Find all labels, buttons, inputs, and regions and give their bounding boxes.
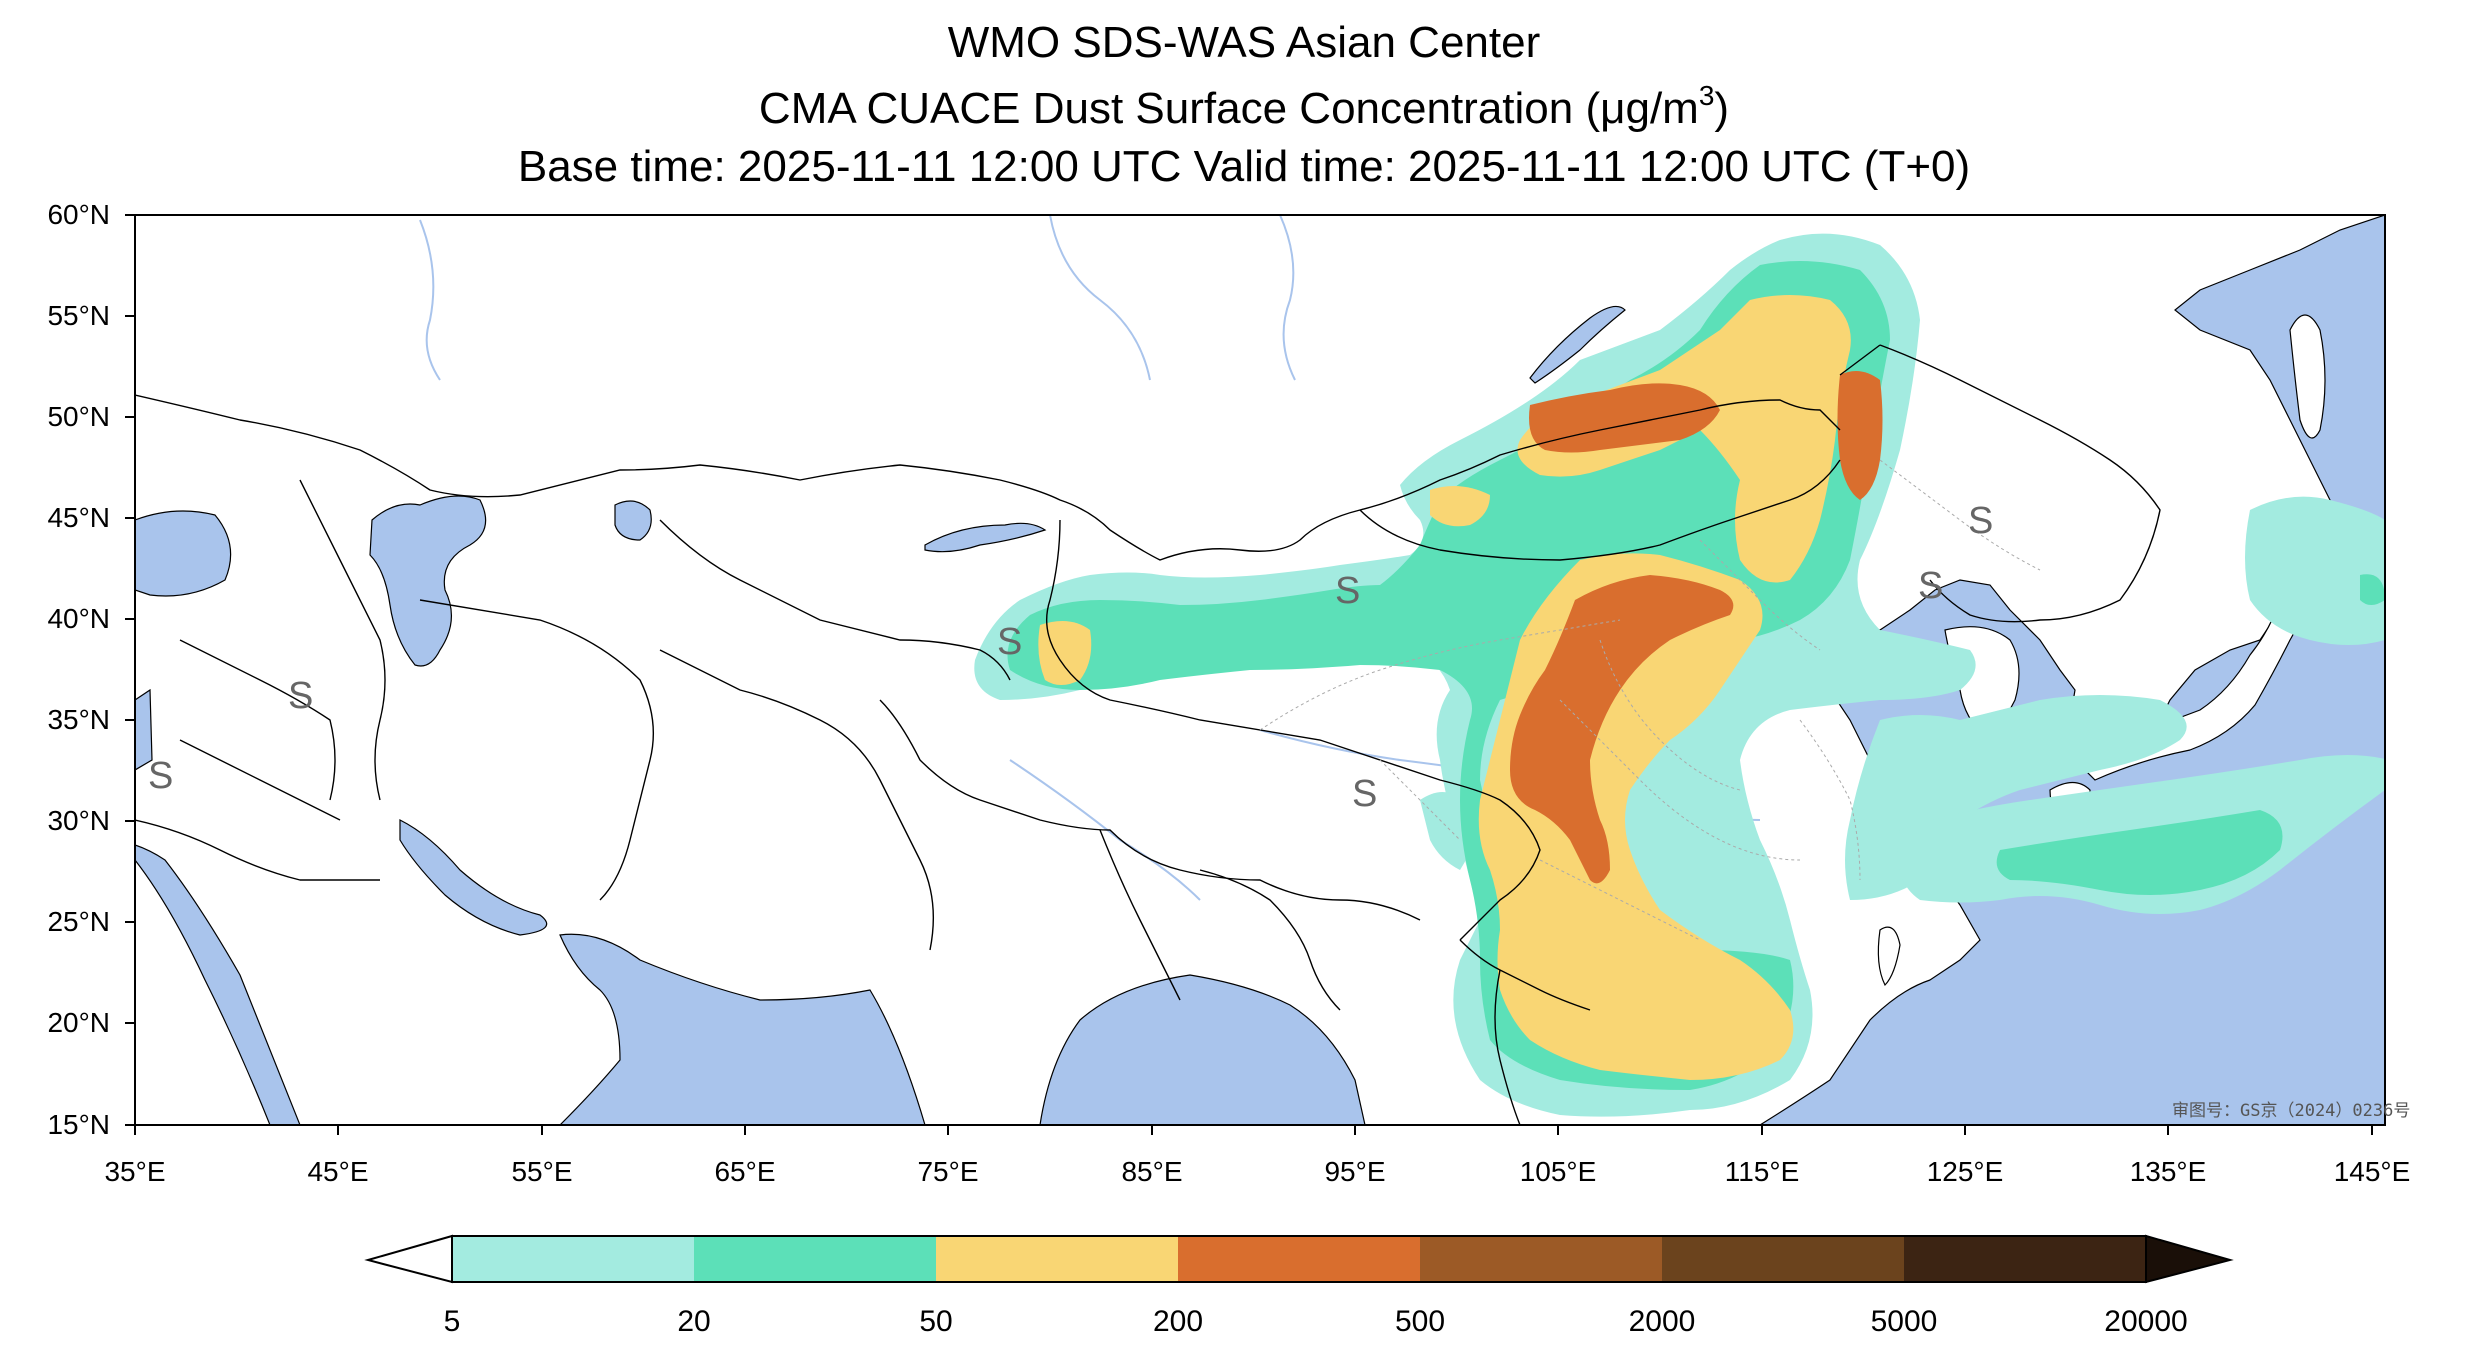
colorbar-band-2 [694,1236,936,1282]
colorbar-band-3 [936,1236,1178,1282]
x-tick-label: 35°E [104,1156,166,1187]
dust-level-20-50 [1007,261,2385,1090]
colorbar-band-5 [1420,1236,1662,1282]
storm-symbol-6: S [1968,500,1993,542]
colorbar-band-6 [1662,1236,1904,1282]
y-tick-label: 15°N [47,1109,110,1140]
storm-symbol-7: S [1918,565,1943,607]
colorbar-label: 200 [1152,1305,1204,1338]
y-tick-label: 25°N [47,906,110,937]
colorbar-band-4 [1178,1236,1420,1282]
unit-mu: μ [1600,84,1626,133]
x-tick-label: 115°E [1724,1156,1800,1187]
axis-ticks [125,214,2373,1135]
colorbar-band-7 [1904,1236,2146,1282]
black-sea [135,510,232,597]
lake-baikal [1529,305,1626,384]
x-tick-label: 45°E [307,1156,369,1187]
mediterranean-edge [135,688,153,771]
storm-symbol-2: S [1335,570,1360,612]
storm-markers: S S S S S S S [148,500,1993,815]
storm-symbol-4: S [288,675,313,717]
colorbar [364,1234,2234,1284]
x-tick-label: 55°E [511,1156,573,1187]
title-line-2-prefix: CMA CUACE Dust Surface Concentration ( [758,84,1601,133]
colorbar-band-1 [452,1236,694,1282]
map-frame [134,214,2386,1126]
lake-balkhash [924,522,1047,553]
map-layers: S S S S S S S [135,215,2385,1125]
colorbar-label: 20 [677,1305,711,1338]
aral-sea [614,500,652,541]
x-tick-label: 65°E [714,1156,776,1187]
map-approval-number: 审图号：GS京（2024）0236号 [2172,1101,2411,1121]
bay-of-bengal [1039,974,1366,1125]
y-tick-label: 35°N [47,704,110,735]
red-sea [135,844,301,1125]
y-tick-label: 45°N [47,502,110,533]
arabian-sea [559,933,926,1125]
y-tick-label: 40°N [47,603,110,634]
x-tick-label: 145°E [2333,1156,2411,1187]
storm-symbol-3: S [1352,773,1377,815]
title-line-3: Base time: 2025-11-11 12:00 UTC Valid ti… [517,142,1971,191]
x-tick-label: 85°E [1121,1156,1183,1187]
x-tick-label: 105°E [1519,1156,1597,1187]
colorbar-min-extend [364,1234,453,1284]
title-line-1: WMO SDS-WAS Asian Center [947,18,1541,67]
x-tick-label: 125°E [1926,1156,2004,1187]
colorbar-label: 2000 [1628,1305,1696,1338]
unit-text: g/m [1625,84,1699,133]
colorbar-label: 5 [443,1305,461,1338]
storm-symbol-1: S [997,621,1022,663]
province-boundaries [1259,459,2041,941]
colorbar-label: 20000 [2104,1305,2188,1338]
sakhalin [2289,314,2326,439]
dust-contours [974,233,2385,1117]
y-tick-label: 60°N [47,199,110,230]
persian-gulf [399,819,548,936]
storm-symbol-5: S [148,755,173,797]
colorbar-max-extend [2145,1234,2234,1284]
x-tick-label: 95°E [1324,1156,1386,1187]
y-tick-label: 55°N [47,300,110,331]
y-tick-label: 50°N [47,401,110,432]
y-tick-label: 20°N [47,1007,110,1038]
taiwan [1877,926,1901,987]
title-line-2: CMA CUACE Dust Surface Concentration (μg… [0,82,2488,134]
y-tick-label: 30°N [47,805,110,836]
colorbar-label: 50 [919,1305,953,1338]
x-tick-label: 135°E [2129,1156,2207,1187]
unit-superscript: 3 [1698,80,1715,111]
colorbar-label: 500 [1394,1305,1446,1338]
caspian-sea [369,495,487,667]
title-line-2-suffix: ) [1714,84,1730,133]
x-tick-label: 75°E [917,1156,979,1187]
colorbar-label: 5000 [1870,1305,1938,1338]
country-borders [135,344,2161,1125]
colorbar-frame [451,1235,2147,1283]
